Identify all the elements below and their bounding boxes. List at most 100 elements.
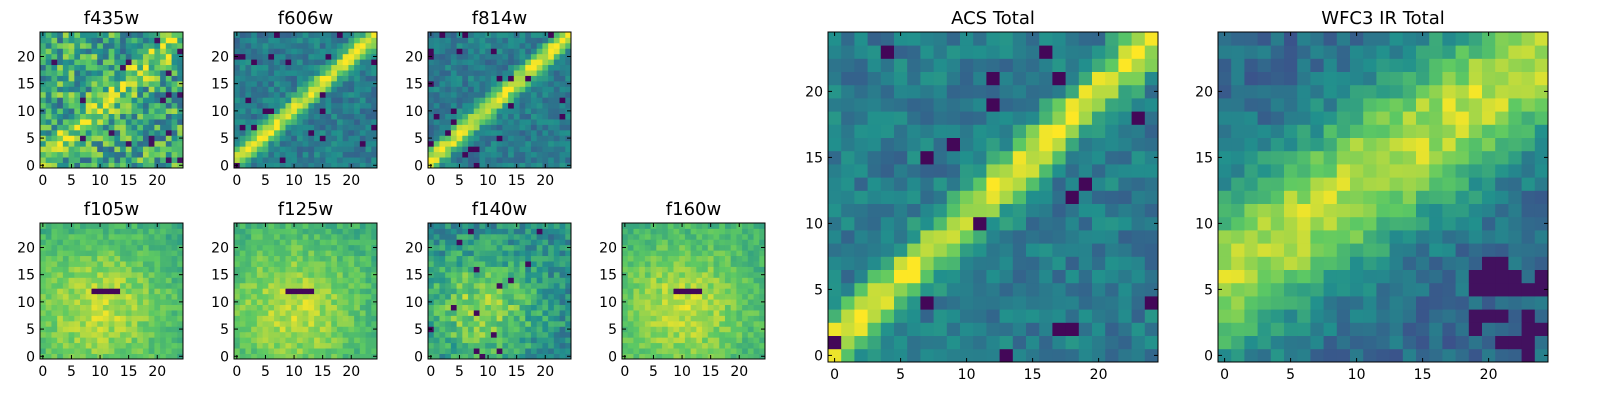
heatmap-cell — [51, 277, 58, 284]
heatmap-cell — [1118, 256, 1132, 270]
heatmap-cell — [513, 113, 520, 120]
heatmap-cell — [553, 86, 560, 93]
heatmap-cell — [331, 119, 338, 125]
heatmap-cell — [279, 59, 286, 66]
heatmap-cell — [348, 228, 355, 235]
heatmap-cell — [279, 250, 286, 257]
heatmap-cell — [57, 129, 64, 136]
heatmap-cell — [519, 86, 526, 93]
heatmap-cell — [62, 255, 69, 262]
heatmap-cell — [371, 86, 378, 93]
heatmap-cell — [841, 164, 855, 178]
heatmap-cell — [456, 108, 463, 114]
heatmap-cell — [80, 304, 87, 311]
heatmap-cell — [171, 97, 178, 104]
heatmap-cell — [462, 348, 469, 354]
heatmap-cell — [165, 244, 172, 251]
heatmap-cell — [656, 320, 663, 327]
heatmap-cell — [102, 266, 110, 273]
heatmap-cell — [468, 162, 475, 169]
heatmap-cell — [747, 353, 754, 360]
heatmap-cell — [542, 266, 549, 273]
heatmap-cell — [633, 277, 640, 284]
heatmap-cell — [433, 239, 440, 246]
heatmap-cell — [702, 223, 709, 229]
heatmap-cell — [359, 119, 366, 125]
heatmap-cell — [142, 320, 150, 327]
heatmap-cell — [91, 124, 98, 131]
heatmap-cell — [365, 102, 372, 109]
heatmap-cell — [256, 255, 263, 262]
heatmap-cell — [245, 48, 252, 55]
heatmap-cell — [279, 86, 286, 93]
heatmap-cell — [97, 151, 104, 158]
heatmap-cell — [45, 223, 52, 229]
heatmap-cell — [1078, 296, 1093, 310]
heatmap-cell — [656, 353, 663, 360]
heatmap-cell — [308, 310, 315, 316]
heatmap-cell — [428, 233, 435, 240]
heatmap-cell — [639, 255, 646, 262]
heatmap-cell — [51, 337, 58, 344]
heatmap-cell — [462, 320, 469, 327]
heatmap-cell — [519, 37, 526, 44]
heatmap-cell — [245, 151, 252, 158]
heatmap-cell — [336, 304, 344, 311]
heatmap-cell — [1078, 282, 1093, 297]
heatmap-cell — [120, 266, 127, 273]
heatmap-cell — [536, 239, 543, 246]
heatmap-cell — [251, 42, 258, 49]
heatmap-cell — [462, 75, 469, 82]
heatmap-cell — [137, 97, 144, 104]
heatmap-cell — [102, 140, 110, 147]
heatmap-cell — [627, 266, 634, 273]
heatmap-cell — [285, 135, 292, 142]
heatmap-cell — [502, 250, 509, 257]
heatmap-cell — [508, 80, 515, 87]
heatmap-cell — [662, 293, 669, 300]
heatmap-cell — [108, 97, 115, 104]
heatmap-cell — [496, 244, 503, 251]
heatmap-cell — [342, 337, 349, 344]
heatmap-cell — [154, 80, 161, 87]
heatmap-cell — [433, 91, 440, 98]
heatmap-cell — [142, 75, 150, 82]
heatmap-cell — [508, 228, 515, 235]
heatmap-cell — [114, 162, 121, 169]
heatmap-cell — [742, 288, 749, 295]
heatmap-cell — [479, 288, 486, 295]
heatmap-cell — [536, 53, 543, 60]
heatmap-cell — [548, 48, 555, 55]
heatmap-cell — [296, 64, 304, 71]
heatmap-cell — [165, 282, 172, 289]
heatmap-cell — [354, 271, 361, 278]
heatmap-cell — [91, 228, 98, 235]
heatmap-cell — [946, 230, 961, 244]
heatmap-cell — [171, 48, 178, 55]
heatmap-cell — [662, 271, 669, 278]
heatmap-cell — [154, 277, 161, 284]
y-tick-label: 5 — [220, 131, 229, 147]
heatmap-cell — [753, 299, 760, 305]
heatmap-cell — [302, 266, 309, 273]
heatmap-cell — [308, 326, 315, 333]
y-tick-label: 0 — [414, 158, 423, 174]
heatmap-cell — [473, 277, 480, 284]
heatmap-cell — [639, 293, 646, 300]
heatmap-cell — [256, 80, 263, 87]
heatmap-cell — [68, 129, 75, 136]
heatmap-cell — [268, 97, 275, 104]
heatmap-cell — [473, 108, 480, 114]
heatmap-cell — [696, 299, 703, 305]
heatmap-cell — [302, 244, 309, 251]
heatmap-cell — [74, 75, 81, 82]
heatmap-cell — [97, 233, 104, 240]
heatmap-cell — [148, 113, 155, 120]
heatmap-cell — [490, 140, 498, 147]
heatmap-cell — [933, 309, 948, 323]
heatmap-cell — [371, 250, 378, 257]
heatmap-cell — [85, 108, 92, 114]
heatmap-cell — [262, 37, 269, 44]
heatmap-cell — [302, 299, 309, 305]
heatmap-cell — [559, 228, 566, 235]
